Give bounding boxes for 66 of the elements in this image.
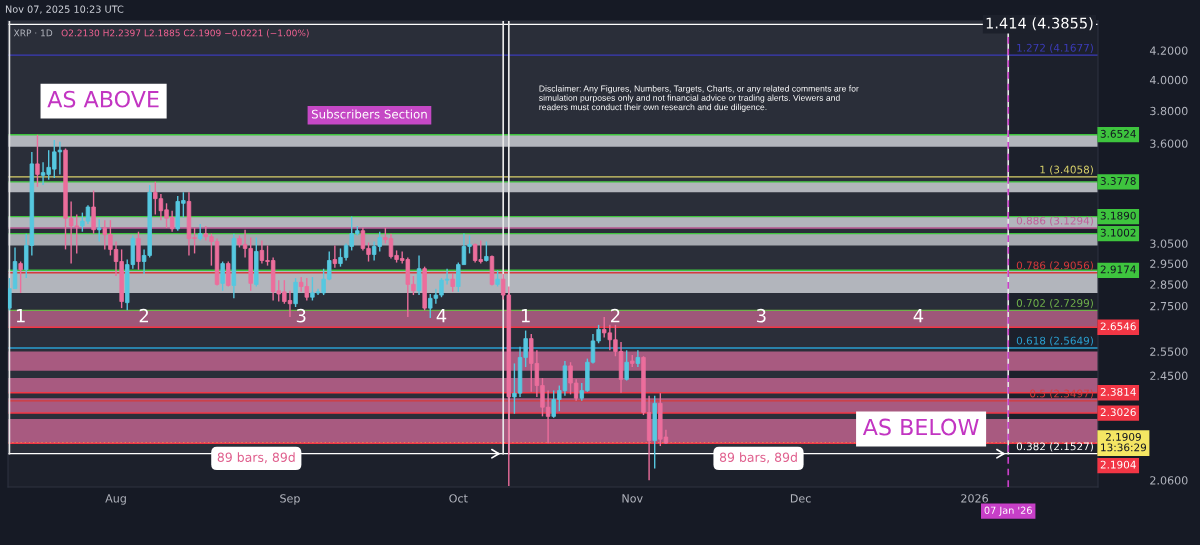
ref-line-label: 3.6524 <box>1100 129 1136 138</box>
annotation: 1.414 (4.3855) <box>986 17 1093 31</box>
annotation: 2 <box>139 308 149 323</box>
annotation: 0.382 (2.1527) <box>1016 442 1093 452</box>
x-tick-label: Aug <box>105 494 126 505</box>
y-tick-label: 3.0500 <box>1150 239 1188 248</box>
y-tick-label: 2.0600 <box>1150 476 1188 485</box>
candlestick <box>332 244 338 269</box>
annotation: 1 (3.4058) <box>1040 165 1093 175</box>
annotation: 3 <box>756 308 766 323</box>
candlestick <box>220 260 225 292</box>
candlestick <box>484 240 489 263</box>
ref-line-label: 3.1002 <box>1100 228 1136 237</box>
annotation: 1.272 (4.1677) <box>1017 43 1093 53</box>
y-tick-label: 3.8000 <box>1150 106 1188 116</box>
annotation: Disclaimer: Any Figures, Numbers, Targets, Charts, or any related comments are for simulation purposes only and not financial advice or trading alerts. Viewers and readers must conduct their own research and due diligence. <box>539 85 859 112</box>
y-tick-label: 4.0000 <box>1149 75 1188 85</box>
ref-line-label: 2.3814 <box>1100 387 1136 396</box>
x-tick-label: 2026 <box>961 494 988 503</box>
y-tick-label: 2.8500 <box>1150 280 1188 289</box>
x-tick-label: Dec <box>790 494 811 503</box>
candlestick <box>136 231 141 271</box>
candlestick <box>416 254 422 296</box>
y-tick-label: 3.6000 <box>1150 139 1188 148</box>
candlestick <box>35 134 40 188</box>
annotation: 4 <box>436 309 447 323</box>
ref-line-label: 3.3778 <box>1100 177 1136 185</box>
band-label: 89 bars, 89d <box>217 452 295 464</box>
annotation: 1 <box>521 309 530 323</box>
annotation: 0.886 (3.1294) <box>1016 216 1093 226</box>
y-tick-label: 2.4500 <box>1150 371 1188 380</box>
candlestick <box>197 223 203 242</box>
candlestick <box>91 189 96 235</box>
annotation: 2 <box>611 308 620 323</box>
annotation: 0.618 (2.5649) <box>1016 336 1093 346</box>
candlestick <box>293 277 298 308</box>
y-tick-label: 2.7500 <box>1150 301 1188 311</box>
ref-line-label: 2.1904 <box>1100 460 1136 469</box>
ref-line-label: 3.1890 <box>1100 211 1136 220</box>
ref-line-label: 2.9174 <box>1100 265 1136 274</box>
ref-line-label: 2.3026 <box>1100 408 1136 417</box>
annotation: AS ABOVE <box>47 90 159 108</box>
text: Nov 07, 2025 10:23 UTC <box>5 5 124 14</box>
annotation: AS BELOW <box>862 418 979 436</box>
annotation: 1 <box>16 309 25 323</box>
ref-line-label: 2.1909 13:36:29 <box>1101 432 1147 452</box>
candlestick <box>624 349 629 382</box>
x-tick-label: Oct <box>449 494 468 503</box>
ref-line-label: 2.6546 <box>1100 322 1136 331</box>
candlestick <box>96 218 102 243</box>
annotation: 4 <box>913 309 924 323</box>
x-tick-label: Sep <box>280 494 300 505</box>
y-tick-label: 2.9500 <box>1150 259 1188 268</box>
annotation: 0.786 (2.9056) <box>1016 261 1093 271</box>
band-label: 89 bars, 89d <box>719 452 797 464</box>
annotation: Subscribers Section <box>311 109 427 119</box>
text: O2.2130 H2.2397 L2.1885 C2.1909 −0.0221 (−1.00%) <box>61 29 309 38</box>
text: XRP · 1D <box>13 29 53 37</box>
annotation: 0.702 (2.7299) <box>1016 298 1093 309</box>
y-tick-label: 4.2000 <box>1149 46 1188 55</box>
x-tick-label: Nov <box>622 494 643 503</box>
candlestick <box>226 260 231 288</box>
candlestick <box>18 260 23 294</box>
y-tick-label: 2.5500 <box>1150 347 1188 356</box>
ref-line-label: 07 Jan '26 <box>984 506 1032 516</box>
annotation: 3 <box>296 308 306 323</box>
